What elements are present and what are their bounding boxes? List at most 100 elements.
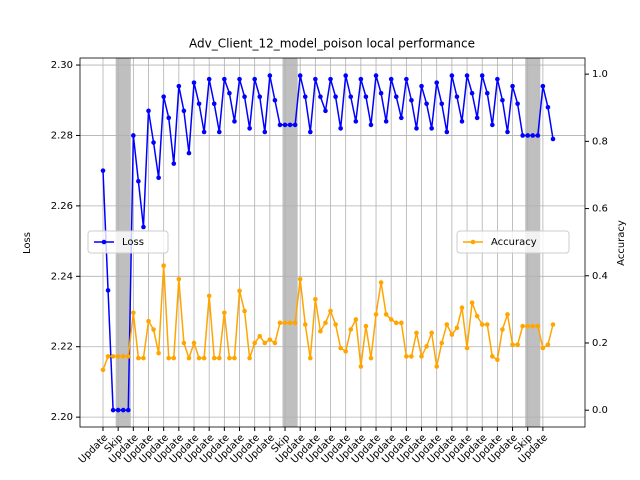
data-point	[262, 340, 268, 346]
data-point	[414, 330, 419, 336]
legend-box	[456, 230, 570, 254]
data-point	[171, 161, 177, 166]
legend-box	[87, 230, 169, 254]
data-point	[120, 354, 126, 359]
data-point	[348, 327, 354, 332]
data-point	[186, 355, 192, 361]
data-point	[388, 76, 394, 82]
data-point	[302, 94, 308, 100]
data-point	[399, 320, 404, 326]
data-point	[201, 355, 207, 361]
data-point	[196, 355, 202, 361]
data-point	[136, 355, 141, 361]
data-point	[181, 108, 187, 114]
data-point	[272, 340, 278, 346]
data-point	[399, 115, 404, 121]
data-point	[495, 76, 500, 82]
y2-axis-label: Accuracy	[616, 220, 627, 266]
data-point	[206, 76, 212, 82]
data-point	[287, 320, 293, 326]
data-point	[267, 337, 273, 342]
legend-label: Loss	[122, 237, 144, 248]
data-point	[449, 332, 455, 337]
data-point	[378, 280, 384, 285]
data-point	[171, 355, 177, 361]
data-point	[277, 122, 283, 128]
data-point	[247, 126, 252, 131]
data-point	[363, 94, 369, 100]
data-point	[353, 119, 359, 124]
y-axis-label: Loss	[22, 232, 33, 254]
data-point	[125, 407, 131, 413]
data-point	[146, 108, 151, 114]
data-point	[424, 344, 429, 349]
data-point	[262, 129, 268, 135]
data-point	[444, 129, 450, 135]
data-point	[252, 340, 257, 346]
y2-tick-label: 0.8	[592, 136, 608, 147]
data-point	[373, 312, 379, 317]
y2-tick-label: 0.6	[592, 204, 608, 215]
data-point	[469, 90, 475, 96]
data-point	[328, 308, 333, 314]
data-point	[110, 407, 116, 413]
data-point	[318, 94, 323, 100]
data-point	[540, 345, 546, 351]
y-tick-label: 2.24	[51, 271, 73, 282]
data-point	[434, 364, 440, 369]
data-point	[125, 354, 131, 359]
data-point	[474, 115, 480, 121]
data-point	[368, 355, 374, 361]
y2-tick-label: 0.0	[592, 405, 608, 416]
data-point	[115, 354, 121, 359]
data-point	[333, 94, 338, 100]
data-point	[459, 119, 465, 124]
data-point	[348, 94, 354, 100]
data-point	[196, 101, 202, 107]
data-point	[429, 330, 434, 336]
data-point	[216, 355, 222, 361]
data-point	[510, 83, 515, 89]
legend-label: Accuracy	[491, 237, 537, 248]
data-point	[520, 323, 525, 329]
data-point	[490, 354, 495, 359]
data-point	[409, 354, 414, 359]
data-point	[156, 350, 161, 356]
data-point	[444, 322, 450, 327]
data-point	[378, 90, 384, 96]
data-point	[318, 328, 323, 334]
data-point	[419, 354, 424, 359]
data-point	[232, 119, 237, 124]
data-point	[545, 342, 551, 347]
data-point	[358, 364, 364, 369]
data-point	[535, 323, 541, 329]
data-point	[227, 90, 232, 96]
data-point	[419, 83, 424, 89]
data-point	[257, 333, 263, 339]
data-point	[495, 357, 500, 363]
data-point	[383, 119, 389, 124]
data-point	[388, 317, 394, 322]
legend: Accuracy	[456, 230, 570, 254]
data-point	[449, 73, 455, 78]
data-point	[313, 76, 318, 82]
data-point	[222, 76, 227, 82]
data-point	[484, 322, 490, 327]
data-point	[161, 94, 166, 100]
data-point	[404, 354, 409, 359]
data-point	[338, 126, 343, 131]
data-point	[459, 305, 465, 310]
data-point	[282, 320, 288, 326]
data-point	[338, 345, 343, 351]
data-point	[358, 76, 364, 82]
data-point	[373, 73, 379, 78]
data-point	[131, 310, 136, 316]
data-point	[323, 320, 328, 326]
y-tick-label: 2.28	[51, 130, 73, 141]
data-point	[464, 345, 470, 351]
series-line	[102, 75, 554, 411]
data-point	[343, 73, 348, 78]
data-point	[550, 322, 556, 327]
data-point	[505, 129, 510, 135]
